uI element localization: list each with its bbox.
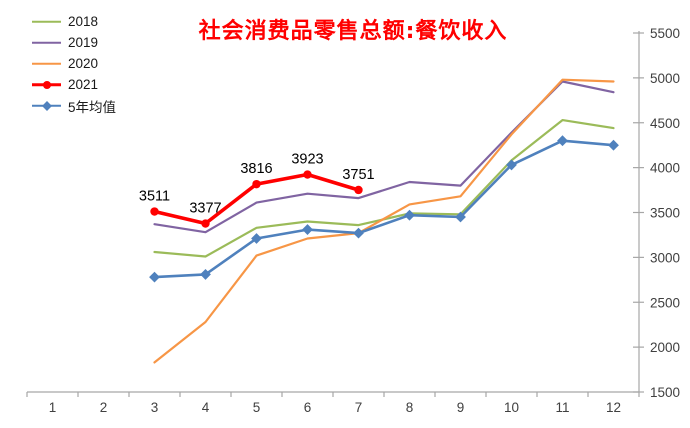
series-marker-5年均值 bbox=[200, 269, 211, 280]
legend-item-2018: 2018 bbox=[32, 11, 116, 32]
series-marker-2021 bbox=[303, 170, 312, 179]
y-axis-label: 1500 bbox=[650, 385, 680, 400]
x-axis-label: 10 bbox=[504, 400, 519, 415]
x-axis-label: 5 bbox=[253, 400, 261, 415]
x-axis-label: 3 bbox=[151, 400, 159, 415]
legend-swatch-2020 bbox=[32, 58, 61, 70]
data-label: 3377 bbox=[189, 201, 221, 217]
legend-item-2019: 2019 bbox=[32, 32, 116, 53]
legend-circle-marker-icon bbox=[42, 80, 51, 89]
legend-swatch-2021 bbox=[32, 79, 61, 91]
x-axis-label: 11 bbox=[555, 400, 569, 415]
series-marker-2021 bbox=[150, 207, 159, 216]
series-marker-2021 bbox=[252, 179, 261, 189]
series-line-5年均值 bbox=[153, 139, 615, 279]
data-label: 3751 bbox=[342, 167, 374, 183]
chart-title: 社会消费品零售总额:餐饮收入 bbox=[198, 19, 508, 44]
y-axis-label: 2000 bbox=[650, 340, 680, 355]
series-marker-5年均值 bbox=[149, 271, 160, 283]
series-line-2018 bbox=[153, 118, 615, 258]
legend-label-2020: 2020 bbox=[68, 56, 99, 71]
series-marker-5年均值 bbox=[353, 227, 364, 239]
series-marker-5年均值 bbox=[302, 224, 313, 235]
legend-swatch-2018 bbox=[32, 16, 61, 28]
y-axis-label: 5500 bbox=[650, 26, 680, 41]
legend-label-5年均值: 5年均值 bbox=[68, 99, 117, 115]
x-axis-label: 7 bbox=[355, 400, 363, 415]
x-axis-label: 2 bbox=[100, 400, 108, 415]
x-axis-label: 8 bbox=[406, 400, 414, 415]
series-line-2020 bbox=[153, 78, 615, 364]
y-axis-label: 4500 bbox=[650, 116, 680, 131]
y-axis-label: 3500 bbox=[650, 206, 680, 221]
series-marker-5年均值 bbox=[557, 135, 568, 147]
legend-line-swatch bbox=[32, 41, 61, 44]
x-axis-label: 12 bbox=[606, 400, 621, 415]
legend-line-swatch bbox=[32, 20, 61, 23]
legend-item-5年均值: 5年均值 bbox=[32, 95, 116, 116]
y-axis-label: 4000 bbox=[650, 161, 680, 176]
legend-label-2021: 2021 bbox=[68, 77, 99, 92]
y-axis-label: 5000 bbox=[650, 71, 680, 86]
legend-label-2018: 2018 bbox=[68, 14, 99, 29]
data-label: 3511 bbox=[139, 189, 170, 205]
y-axis-label: 2500 bbox=[650, 295, 680, 310]
series-marker-5年均值 bbox=[251, 233, 262, 244]
legend-line-swatch bbox=[32, 62, 61, 65]
x-axis-label: 6 bbox=[304, 400, 312, 415]
series-marker-5年均值 bbox=[404, 209, 415, 221]
x-axis-label: 9 bbox=[457, 400, 465, 415]
series-marker-5年均值 bbox=[608, 139, 619, 151]
x-axis-label: 4 bbox=[202, 400, 210, 415]
legend-label-2019: 2019 bbox=[68, 35, 99, 50]
legend-item-2020: 2020 bbox=[32, 53, 116, 74]
y-axis-label: 3000 bbox=[650, 250, 680, 265]
legend-swatch-5年均值 bbox=[32, 100, 61, 112]
chart-legend: 2018 2019 2020 2021 5年均值 bbox=[32, 11, 116, 116]
series-marker-5年均值 bbox=[455, 211, 466, 223]
series-marker-5年均值 bbox=[506, 159, 517, 171]
data-label: 3923 bbox=[291, 152, 323, 168]
legend-swatch-2019 bbox=[32, 37, 61, 49]
data-label: 3816 bbox=[240, 161, 272, 177]
legend-item-2021: 2021 bbox=[32, 74, 116, 95]
series-marker-2021 bbox=[354, 185, 363, 195]
x-axis-label: 1 bbox=[49, 400, 57, 415]
series-marker-2021 bbox=[201, 219, 210, 228]
